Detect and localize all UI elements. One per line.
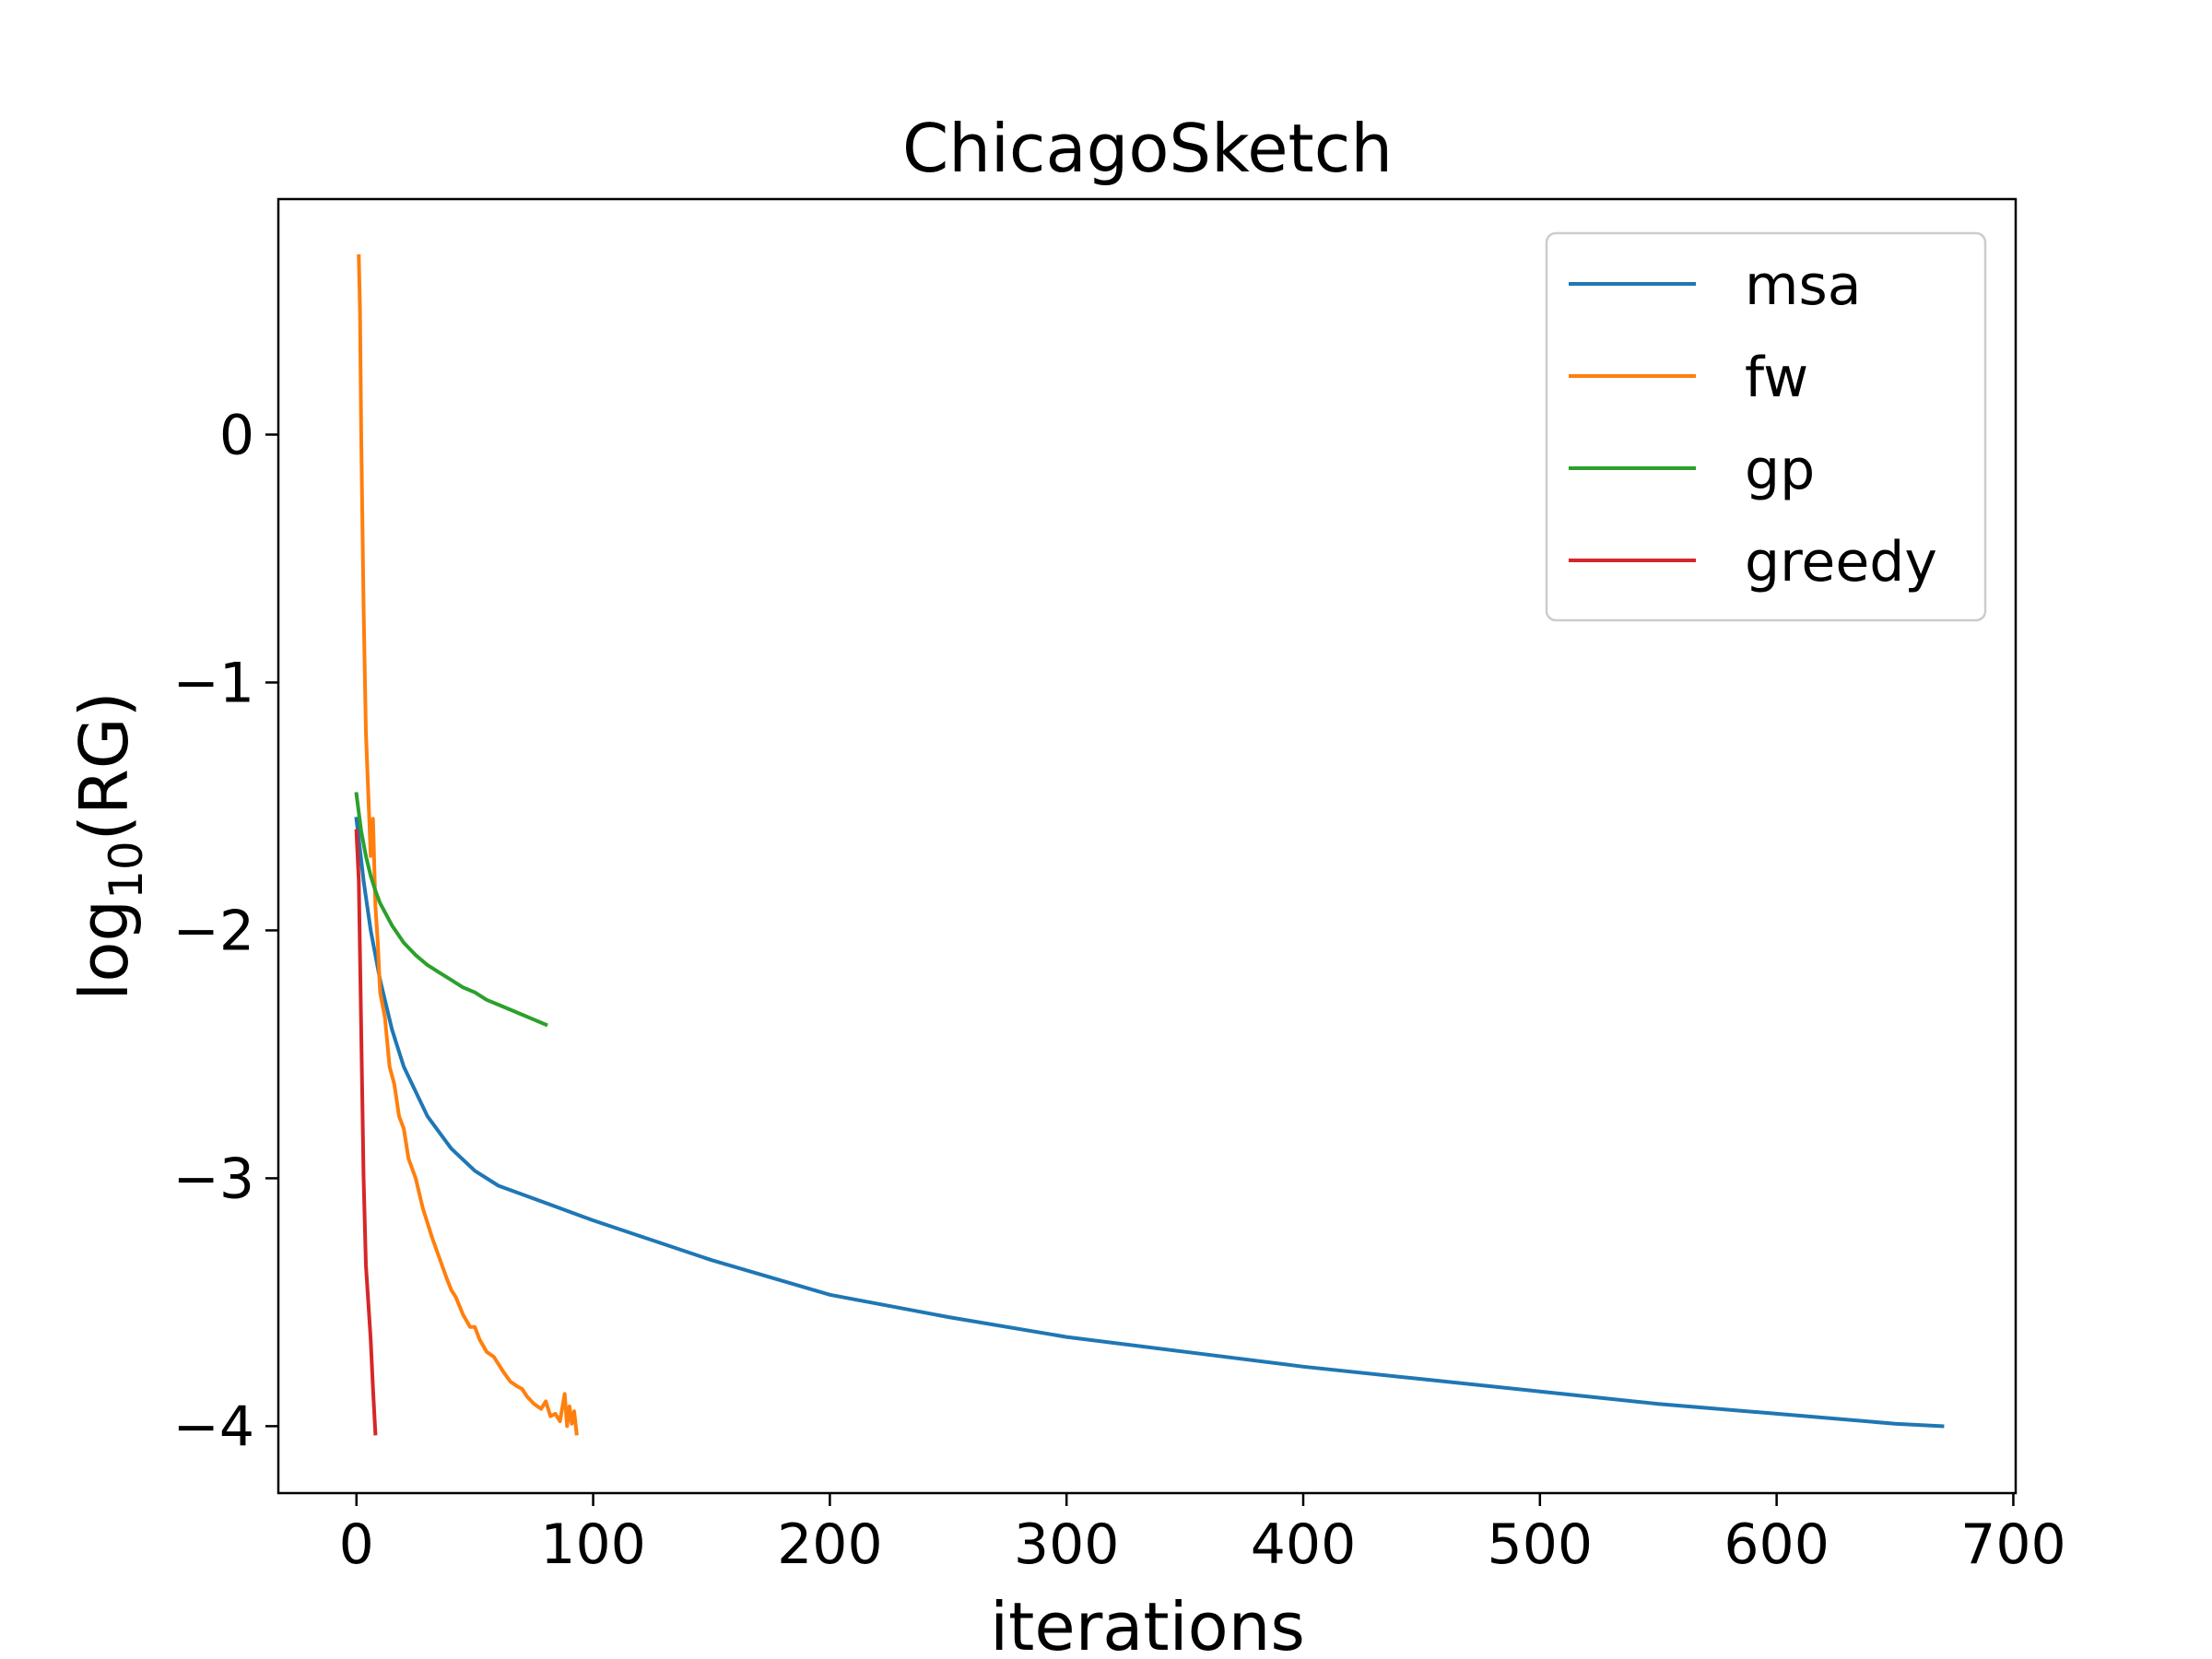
y-axis-label-suffix: (RG) bbox=[65, 691, 143, 841]
x-tick-label: 300 bbox=[1014, 1512, 1120, 1577]
x-axis-label: iterations bbox=[990, 1588, 1305, 1659]
x-tick-label: 400 bbox=[1251, 1512, 1357, 1577]
x-tick-label: 100 bbox=[540, 1512, 646, 1577]
x-tick-label: 500 bbox=[1488, 1512, 1594, 1577]
y-tick-label: −3 bbox=[173, 1147, 254, 1211]
chart-title: ChicagoSketch bbox=[902, 110, 1393, 187]
series-line-msa bbox=[354, 817, 1945, 1429]
legend-entries: msa fw gp greedy bbox=[1569, 253, 1937, 594]
y-axis-label-subscript: 10 bbox=[100, 841, 153, 900]
y-axis: 0 −1 −2 −3 −4 bbox=[173, 404, 278, 1459]
legend: msa fw gp greedy bbox=[1545, 231, 1987, 622]
y-axis-label-main: log bbox=[65, 900, 143, 1001]
x-axis: 0 100 200 300 400 500 600 700 bbox=[339, 1493, 2066, 1577]
y-tick-label: −4 bbox=[173, 1394, 254, 1459]
y-tick-label: −1 bbox=[173, 651, 254, 715]
plot-frame bbox=[276, 197, 2018, 1495]
y-axis-label: log10(RG) bbox=[65, 691, 153, 1000]
series-line-gp bbox=[354, 792, 548, 1028]
x-tick-label: 0 bbox=[339, 1512, 374, 1577]
x-tick-label: 200 bbox=[777, 1512, 883, 1577]
legend-label-msa: msa bbox=[1745, 253, 1861, 318]
y-tick-label: 0 bbox=[219, 404, 254, 468]
legend-label-fw: fw bbox=[1745, 346, 1808, 410]
series-layer bbox=[354, 253, 1945, 1436]
legend-box bbox=[1545, 231, 1987, 622]
legend-label-greedy: greedy bbox=[1745, 530, 1937, 594]
x-tick-label: 600 bbox=[1724, 1512, 1830, 1577]
legend-label-gp: gp bbox=[1745, 438, 1815, 502]
plot-area bbox=[354, 253, 1945, 1436]
y-tick-label: −2 bbox=[173, 899, 254, 963]
series-line-fw bbox=[357, 253, 579, 1436]
series-line-greedy bbox=[354, 829, 378, 1436]
x-tick-label: 700 bbox=[1960, 1512, 2066, 1577]
